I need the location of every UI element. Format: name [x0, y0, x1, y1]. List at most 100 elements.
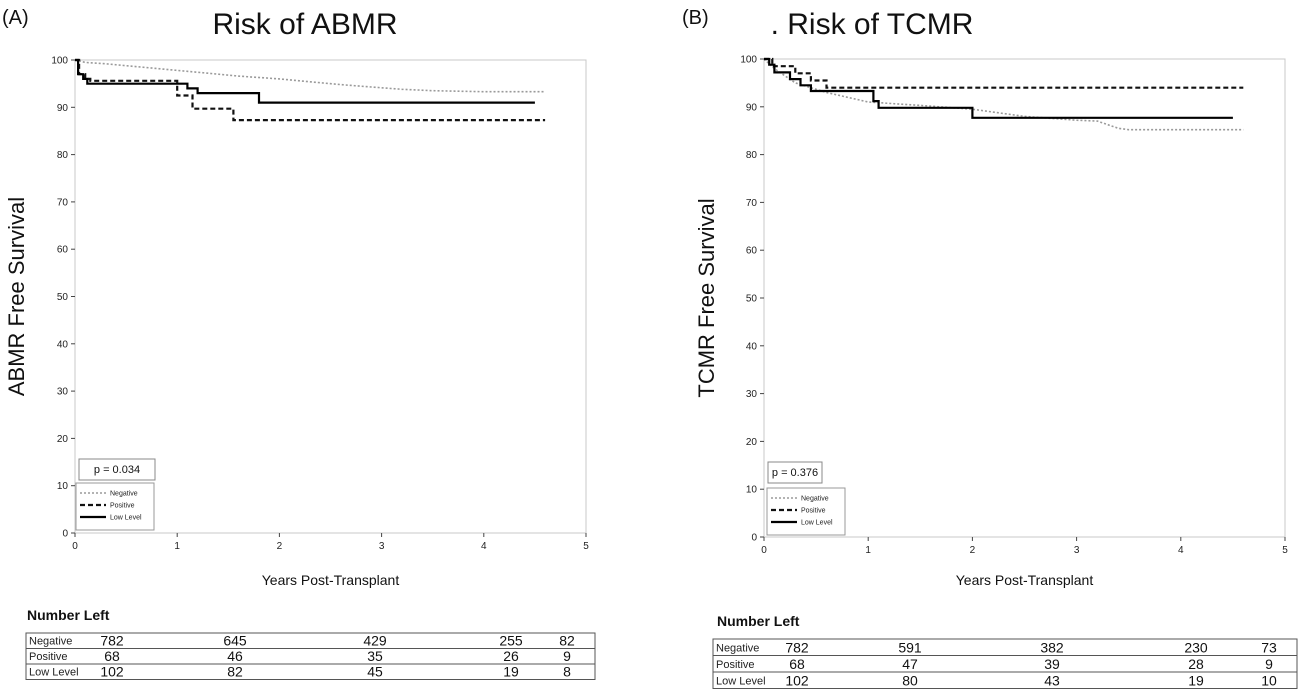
x-tick-label: 4 — [1178, 545, 1184, 556]
x-tick-label: 5 — [1282, 545, 1288, 556]
legend-label: Positive — [801, 508, 826, 515]
legend-box — [766, 487, 846, 536]
series-line-low-level — [75, 58, 535, 104]
y-tick-label: 60 — [57, 245, 69, 256]
table-cell: 46 — [227, 648, 243, 664]
series-line-negative — [74, 59, 546, 93]
x-tick-label: 1 — [865, 545, 871, 556]
y-tick-label: 30 — [57, 387, 69, 398]
y-axis-title: TCMR Free Survival — [694, 198, 719, 397]
table-cell: 782 — [100, 633, 124, 649]
plot-frame — [763, 58, 1286, 538]
y-tick-label: 40 — [746, 341, 758, 352]
series-line-positive — [764, 57, 1244, 89]
x-tick-label: 2 — [970, 545, 976, 556]
table-cell: 45 — [367, 664, 383, 680]
chart-panel-2: (B) . Risk of TCMR 0 10 20 30 40 50 60 70 80 90 100 0… — [682, 7, 1298, 689]
table-row-label: Low Level — [29, 667, 79, 679]
panel-label: (A) — [2, 7, 29, 29]
y-tick-label: 20 — [746, 437, 758, 448]
table-row-label: Low Level — [716, 676, 766, 688]
y-tick-label: 30 — [746, 389, 758, 400]
chart-title: Risk of ABMR — [212, 8, 397, 41]
y-tick-label: 0 — [62, 529, 68, 540]
y-tick-label: 80 — [57, 150, 69, 161]
table-cell: 782 — [785, 640, 809, 656]
table-cell: 19 — [503, 664, 519, 680]
chart-title: . Risk of TCMR — [771, 8, 974, 41]
table-row-label: Positive — [29, 651, 68, 663]
table-cell: 68 — [789, 656, 805, 672]
y-tick-label: 0 — [751, 533, 757, 544]
table-cell: 10 — [1261, 673, 1277, 689]
table-cell: 39 — [1044, 656, 1060, 672]
p-value-box — [78, 458, 156, 481]
x-tick-label: 4 — [481, 541, 487, 552]
table-cell: 230 — [1184, 640, 1208, 656]
y-tick-label: 100 — [740, 55, 757, 66]
table-cell: 43 — [1044, 673, 1060, 689]
legend-label: Low Level — [801, 520, 833, 527]
legend-label: Positive — [110, 503, 135, 510]
table-cell: 19 — [1188, 673, 1204, 689]
table-row-label: Positive — [716, 659, 755, 671]
y-tick-label: 50 — [57, 292, 69, 303]
series-line-positive — [75, 58, 546, 122]
table-cell: 102 — [100, 664, 124, 680]
series-line-low-level — [764, 57, 1233, 119]
x-axis-title: Years Post-Transplant — [956, 572, 1094, 588]
table-cell: 429 — [363, 633, 387, 649]
table-border — [25, 632, 596, 680]
table-row-label: Negative — [716, 643, 759, 655]
y-tick-label: 80 — [746, 150, 758, 161]
y-tick-label: 50 — [746, 294, 758, 305]
table-cell: 8 — [563, 664, 571, 680]
table-cell: 9 — [1265, 656, 1273, 672]
legend-box — [75, 482, 155, 531]
x-tick-label: 1 — [174, 541, 180, 552]
x-axis-title: Years Post-Transplant — [262, 572, 400, 588]
table-cell: 382 — [1040, 640, 1064, 656]
y-tick-label: 90 — [57, 103, 69, 114]
table-cell: 73 — [1261, 640, 1277, 656]
number-left-table: Negative 782 591 382 230 73 Positive 68 47 39 28 9 L… — [712, 638, 1298, 689]
p-value-box — [767, 461, 823, 484]
table-cell: 82 — [227, 664, 243, 680]
y-tick-label: 10 — [746, 485, 758, 496]
table-cell: 47 — [902, 656, 918, 672]
p-value: p = 0.376 — [772, 467, 818, 479]
table-cell: 28 — [1188, 656, 1204, 672]
number-left-table: Negative 782 645 429 255 82 Positive 68 46 35 26 9 L… — [25, 632, 596, 680]
number-left-title: Number Left — [27, 607, 110, 623]
table-cell: 255 — [499, 633, 523, 649]
y-tick-label: 40 — [57, 339, 69, 350]
table-cell: 82 — [559, 633, 575, 649]
y-tick-label: 20 — [57, 434, 69, 445]
table-cell: 645 — [223, 633, 247, 649]
number-left-title: Number Left — [717, 613, 800, 629]
y-tick-label: 70 — [57, 197, 69, 208]
p-value: p = 0.034 — [94, 464, 140, 476]
x-tick-label: 3 — [379, 541, 385, 552]
chart-panel-1: (A) Risk of ABMR 0 10 20 30 40 50 60 70 80 90 100 0 1 2… — [2, 7, 596, 680]
table-cell: 9 — [563, 648, 571, 664]
table-cell: 591 — [898, 640, 922, 656]
y-tick-label: 60 — [746, 246, 758, 257]
x-tick-label: 0 — [761, 545, 767, 556]
table-border — [712, 638, 1298, 689]
table-cell: 35 — [367, 648, 383, 664]
table-cell: 102 — [785, 673, 809, 689]
legend-label: Negative — [110, 491, 138, 498]
table-cell: 68 — [104, 648, 120, 664]
y-axis-title: ABMR Free Survival — [4, 197, 29, 396]
legend-label: Low Level — [110, 515, 142, 522]
legend-label: Negative — [801, 496, 829, 503]
table-cell: 26 — [503, 648, 519, 664]
series-line-negative — [763, 58, 1244, 131]
y-tick-label: 70 — [746, 198, 758, 209]
y-tick-label: 90 — [746, 102, 758, 113]
x-tick-label: 5 — [583, 541, 589, 552]
x-tick-label: 2 — [277, 541, 283, 552]
x-tick-label: 3 — [1074, 545, 1080, 556]
